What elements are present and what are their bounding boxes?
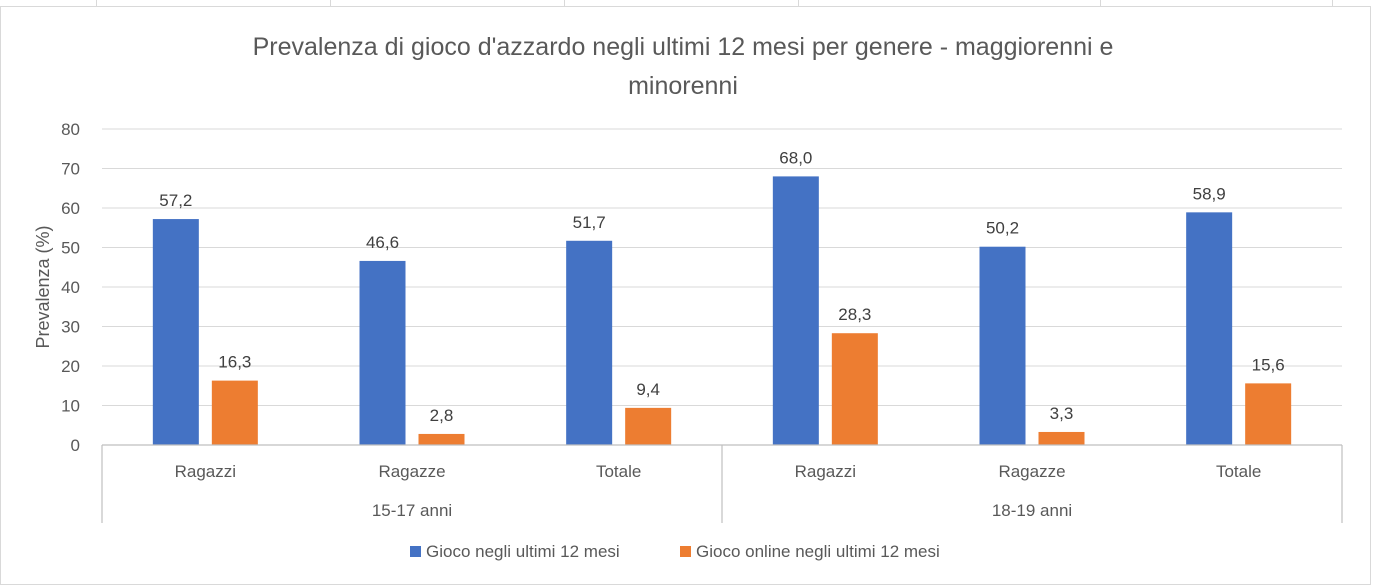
bars: 57,2 46,6 51,7 68,0 50,2 58,9 16,3 2,8 9,4 28,3 3,… <box>152 148 1292 445</box>
x-tick-label: Totale <box>596 462 641 481</box>
bar <box>418 433 465 445</box>
data-label: 28,3 <box>838 305 871 324</box>
bar <box>1038 431 1085 445</box>
legend-entry: Gioco negli ultimi 12 mesi <box>426 542 620 561</box>
legend: Gioco negli ultimi 12 mesi Gioco online n… <box>410 542 940 561</box>
legend-swatch <box>680 546 691 557</box>
data-label: 16,3 <box>218 353 251 372</box>
y-tick-label: 20 <box>61 357 80 376</box>
data-label: 50,2 <box>986 219 1019 238</box>
bar <box>1186 212 1233 445</box>
y-tick-label: 40 <box>61 278 80 297</box>
chart-area <box>0 6 1371 585</box>
data-label: 15,6 <box>1252 355 1285 374</box>
bar <box>1245 383 1292 445</box>
y-axis-label: Prevalenza (%) <box>33 225 53 348</box>
data-label: 51,7 <box>573 213 606 232</box>
data-label: 57,2 <box>159 191 192 210</box>
chart-title-line: Prevalenza di gioco d'azzardo negli ulti… <box>253 33 1114 61</box>
y-tick-label: 70 <box>61 160 80 179</box>
y-tick-label: 30 <box>61 318 80 337</box>
legend-entry: Gioco online negli ultimi 12 mesi <box>696 542 940 561</box>
x-tick-label: Ragazzi <box>795 462 856 481</box>
x-group-label: 15-17 anni <box>372 501 452 520</box>
data-label: 3,3 <box>1050 404 1074 423</box>
x-tick-label: Ragazzi <box>175 462 236 481</box>
y-tick-label: 60 <box>61 199 80 218</box>
chart-title: Prevalenza di gioco d'azzardo negli ulti… <box>253 33 1114 100</box>
bar <box>625 407 672 445</box>
data-label: 68,0 <box>779 148 812 167</box>
bar <box>359 260 406 445</box>
bar <box>152 219 199 445</box>
x-tick-label: Ragazze <box>378 462 445 481</box>
y-axis-ticks: 0 10 20 30 40 50 60 70 80 <box>61 120 80 455</box>
y-tick-label: 0 <box>71 436 80 455</box>
data-label: 46,6 <box>366 233 399 252</box>
chart-title-line: minorenni <box>628 72 738 100</box>
legend-swatch <box>410 546 421 557</box>
data-label: 2,8 <box>430 406 454 425</box>
y-tick-label: 10 <box>61 397 80 416</box>
y-tick-label: 80 <box>61 120 80 139</box>
y-tick-label: 50 <box>61 239 80 258</box>
bar <box>566 240 613 445</box>
bar <box>979 246 1026 445</box>
x-axis: Ragazzi Ragazze Totale Ragazzi Ragazze Totale… <box>101 444 1343 523</box>
data-label: 9,4 <box>636 380 660 399</box>
bar <box>831 333 878 445</box>
bar <box>772 176 819 445</box>
data-label: 58,9 <box>1193 184 1226 203</box>
gridlines <box>102 128 1342 406</box>
x-group-label: 18-19 anni <box>992 501 1072 520</box>
x-tick-label: Totale <box>1216 462 1261 481</box>
x-tick-label: Ragazze <box>998 462 1065 481</box>
bar <box>211 380 258 445</box>
